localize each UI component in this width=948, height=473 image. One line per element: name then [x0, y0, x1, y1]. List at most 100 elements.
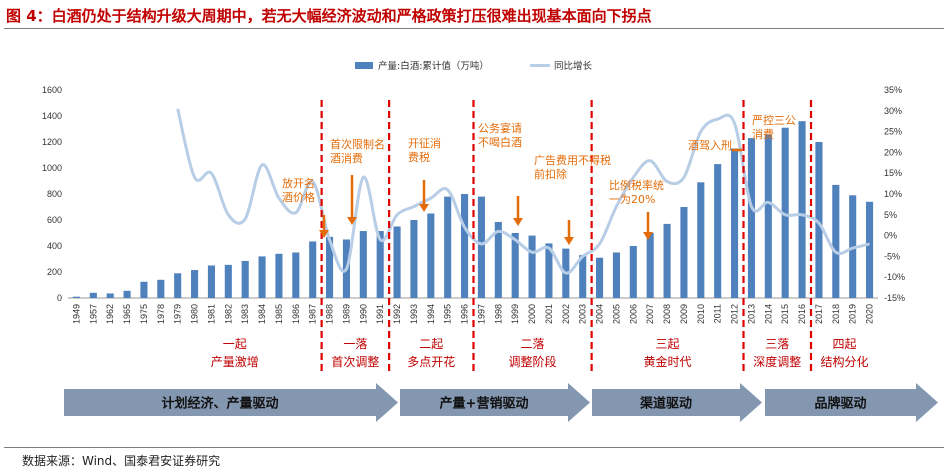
driver-label: 品牌驱动: [814, 396, 866, 412]
bar: [376, 231, 384, 298]
x-tick-label: 1985: [274, 304, 284, 324]
bar: [731, 148, 739, 298]
phase-number: 二落: [521, 337, 545, 351]
bar: [477, 196, 485, 298]
x-tick-label: 1979: [173, 304, 183, 324]
bar: [359, 231, 367, 298]
bar: [157, 279, 165, 298]
annotation-text: 一为20%: [609, 193, 655, 206]
bar: [528, 235, 536, 298]
phase-number: 三起: [656, 337, 680, 351]
bar: [326, 236, 334, 298]
phase-label: 黄金时代: [644, 354, 692, 369]
legend-line-label: 同比增长: [554, 60, 593, 72]
y-tick-label: 0: [57, 293, 62, 303]
x-tick-label: 2019: [848, 304, 858, 324]
y2-tick-label: 0%: [884, 231, 897, 241]
bar: [579, 255, 587, 298]
annotation-arrowhead: [643, 232, 653, 240]
bar: [798, 121, 806, 298]
phase-label: 产量激增: [211, 355, 259, 369]
driver-label: 产量+营销驱动: [440, 396, 529, 412]
annotation-text: 消费: [752, 127, 774, 141]
x-tick-label: 1996: [460, 304, 470, 324]
driver-arrow: [592, 383, 762, 422]
x-tick-label: 2007: [645, 304, 655, 324]
annotation-arrowhead: [564, 237, 574, 245]
bar: [241, 260, 249, 298]
x-tick-label: 1984: [257, 304, 267, 324]
x-tick-label: 2003: [578, 304, 588, 324]
y-tick-label: 1200: [42, 137, 62, 147]
bar: [680, 207, 688, 298]
annotation-arrowhead: [419, 204, 429, 212]
annotation-text: 严控三公: [752, 113, 796, 127]
y-tick-label: 1000: [42, 163, 62, 173]
phase-number: 二起: [419, 337, 443, 351]
annotation-text: 放开名: [282, 176, 315, 190]
data-source: 数据来源：Wind、国泰君安证券研究: [22, 454, 221, 468]
bar: [866, 201, 874, 298]
x-tick-label: 2017: [814, 304, 824, 324]
x-tick-label: 1975: [139, 304, 149, 324]
bar: [393, 226, 401, 298]
bar: [714, 164, 722, 298]
bar: [832, 184, 840, 298]
y-tick-label: 200: [47, 267, 62, 277]
x-tick-label: 1957: [88, 304, 98, 324]
x-tick-label: 1962: [105, 304, 115, 324]
annotation-text: 酒消费: [330, 151, 363, 165]
x-tick-label: 2001: [544, 304, 554, 324]
x-tick-label: 1978: [156, 304, 166, 324]
bar: [764, 134, 772, 298]
x-tick-label: 1980: [190, 304, 200, 324]
phase-label: 深度调整: [753, 354, 801, 369]
annotation-text: 开征消: [408, 136, 441, 150]
x-tick-label: 2016: [797, 304, 807, 324]
x-tick-label: 2006: [628, 304, 638, 324]
bar: [174, 273, 182, 298]
annotation-text: 比例税率统: [609, 178, 664, 192]
x-tick-label: 1981: [206, 304, 216, 324]
y-tick-label: 1400: [42, 111, 62, 121]
driver-arrow: [400, 383, 590, 422]
y2-tick-label: 30%: [884, 106, 902, 116]
y2-tick-label: 10%: [884, 189, 902, 199]
bar: [511, 233, 519, 298]
driver-label: 渠道驱动: [639, 396, 692, 412]
bar: [224, 264, 232, 298]
annotation-text: 不喝白酒: [478, 135, 522, 149]
y2-tick-label: 25%: [884, 127, 902, 137]
x-tick-label: 1991: [375, 304, 385, 324]
y-tick-label: 400: [47, 241, 62, 251]
driver-arrow: [765, 383, 938, 422]
annotation-text: 酒价格: [282, 190, 315, 204]
x-tick-label: 2015: [780, 304, 790, 324]
x-tick-label: 1982: [223, 304, 233, 324]
phase-label: 首次调整: [331, 354, 379, 369]
x-tick-label: 1983: [240, 304, 250, 324]
x-tick-label: 1989: [341, 304, 351, 324]
x-tick-label: 1986: [291, 304, 301, 324]
bar: [427, 213, 435, 298]
x-tick-label: 1965: [122, 304, 132, 324]
bar: [72, 296, 80, 298]
bar: [275, 253, 283, 298]
y2-tick-label: -10%: [884, 272, 905, 282]
y2-tick-label: -5%: [884, 251, 900, 261]
bar: [106, 293, 114, 298]
x-tick-label: 2008: [662, 304, 672, 324]
phase-label: 调整阶段: [509, 354, 557, 369]
annotation-text: 首次限制名: [330, 137, 385, 151]
annotation-text: 前扣除: [534, 167, 567, 181]
bar: [123, 290, 131, 298]
y2-tick-label: -15%: [884, 293, 905, 303]
phase-number: 一落: [343, 337, 367, 351]
phase-number: 四起: [832, 337, 856, 351]
x-tick-label: 1997: [476, 304, 486, 324]
x-tick-label: 1995: [443, 304, 453, 324]
legend-bar-label: 产量:白酒:累计值（万吨）: [378, 60, 489, 72]
driver-label: 计划经济、产量驱动: [161, 396, 278, 412]
bar: [292, 252, 300, 298]
x-tick-label: 2004: [595, 304, 605, 324]
